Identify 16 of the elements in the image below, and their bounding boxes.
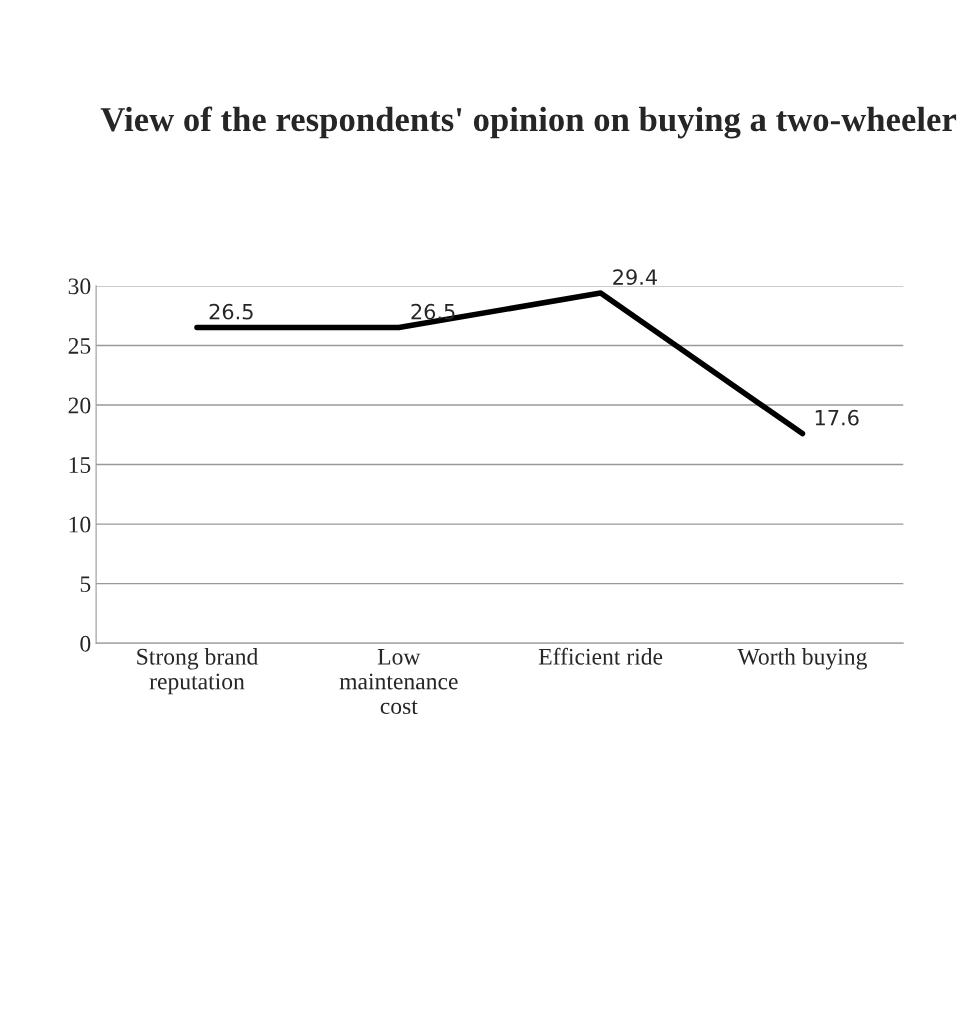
data-label: 26.5: [411, 303, 455, 320]
y-tick-label: 0: [80, 635, 91, 652]
y-tick-label: 25: [68, 338, 91, 354]
data-label: 17.6: [815, 409, 859, 426]
data-label: 29.4: [613, 269, 657, 285]
y-tick-label: 10: [69, 516, 91, 533]
x-tick-label: Efficient ride: [538, 647, 663, 665]
x-tick-label: Worth buying: [737, 648, 867, 670]
x-tick-label: Strong brand reputation: [137, 648, 259, 695]
y-tick-label: 5: [80, 576, 91, 593]
x-tick-label: Low maintenance cost: [339, 649, 458, 715]
y-tick-label: 30: [68, 278, 91, 295]
y-tick-label: 15: [69, 457, 91, 473]
chart-title: View of the respondents' opinion on buying a two-wheeler: [100, 106, 957, 139]
y-tick-label: 20: [68, 397, 91, 414]
data-label: 26.5: [209, 303, 253, 320]
